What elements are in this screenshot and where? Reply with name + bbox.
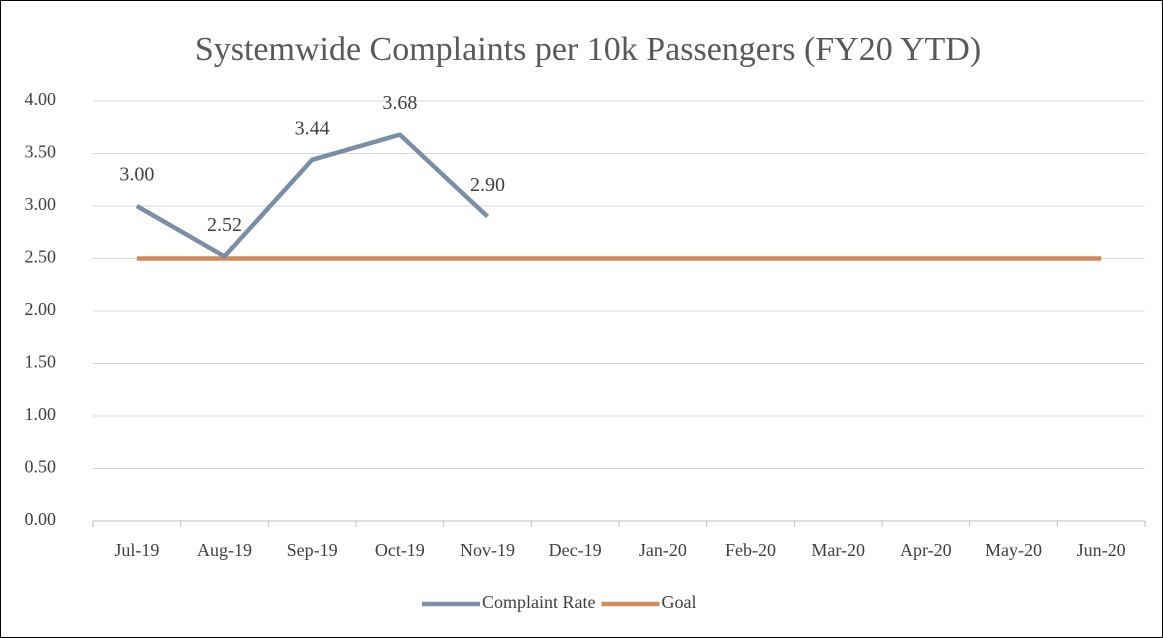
chart-title: Systemwide Complaints per 10k Passengers…: [195, 31, 981, 68]
y-tick-label: 2.50: [25, 247, 57, 267]
legend-label: Goal: [661, 592, 696, 612]
y-tick-label: 1.50: [25, 352, 57, 372]
y-tick-label: 3.00: [25, 194, 57, 214]
y-tick-label: 4.00: [25, 89, 57, 109]
data-label: 3.00: [119, 164, 154, 186]
y-tick-label: 2.00: [25, 299, 57, 319]
x-tick-label: Apr-20: [900, 540, 952, 560]
x-tick-label: May-20: [985, 540, 1042, 560]
x-tick-label: Oct-19: [375, 540, 425, 560]
y-tick-label: 0.00: [25, 509, 57, 529]
x-tick-label: Aug-19: [197, 540, 252, 560]
x-tick-label: Jan-20: [639, 540, 687, 560]
legend-label: Complaint Rate: [482, 592, 595, 612]
x-tick-label: Dec-19: [549, 540, 602, 560]
y-tick-label: 0.50: [25, 457, 57, 477]
x-tick-label: Sep-19: [287, 540, 338, 560]
y-tick-label: 1.00: [25, 404, 57, 424]
data-label: 2.52: [207, 214, 242, 236]
data-label: 2.90: [470, 174, 505, 196]
x-tick-label: Jul-19: [114, 540, 159, 560]
x-tick-label: Mar-20: [811, 540, 865, 560]
x-tick-label: Jun-20: [1077, 540, 1126, 560]
x-tick-label: Feb-20: [725, 540, 776, 560]
x-tick-label: Nov-19: [460, 540, 515, 560]
data-label: 3.44: [295, 117, 330, 139]
y-tick-label: 3.50: [25, 142, 57, 162]
series-line: [135, 132, 490, 259]
data-label: 3.68: [382, 92, 417, 114]
